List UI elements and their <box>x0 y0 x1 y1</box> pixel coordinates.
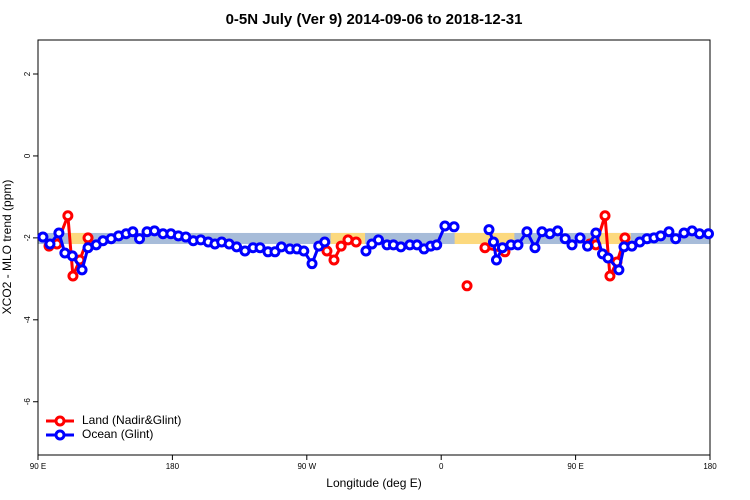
x-tick-label: 90 W <box>297 462 316 471</box>
data-point <box>626 240 638 252</box>
data-point <box>521 226 533 238</box>
data-point <box>335 240 347 252</box>
data-point <box>496 242 508 254</box>
land-band <box>454 232 515 245</box>
data-point <box>254 242 266 254</box>
data-point <box>231 241 243 253</box>
legend-marker <box>54 415 66 427</box>
data-point <box>275 241 287 253</box>
data-point <box>487 236 499 248</box>
data-point <box>483 224 495 236</box>
data-point <box>62 210 74 222</box>
data-point <box>360 245 372 257</box>
data-point <box>490 254 502 266</box>
y-tick-label: -6 <box>23 398 32 406</box>
data-point <box>321 245 333 257</box>
data-point <box>552 225 564 237</box>
data-point <box>670 233 682 245</box>
data-point <box>694 228 706 240</box>
plot-frame <box>37 39 711 456</box>
data-point <box>134 233 146 245</box>
x-tick-label: 90 E <box>567 462 583 471</box>
data-point <box>298 245 310 257</box>
data-point <box>602 252 614 264</box>
x-tick-label: 90 E <box>30 462 46 471</box>
data-point <box>479 242 491 254</box>
x-axis-label: Longitude (deg E) <box>326 476 421 490</box>
data-point <box>703 228 715 240</box>
data-point <box>306 258 318 270</box>
data-point <box>599 210 611 222</box>
data-point <box>439 220 451 232</box>
legend-label: Land (Nadir&Glint) <box>82 413 181 427</box>
land-band <box>69 232 91 245</box>
land-band <box>590 232 631 245</box>
y-tick-label: 0 <box>23 153 32 158</box>
data-point <box>590 227 602 239</box>
data-point <box>53 227 65 239</box>
data-point <box>461 280 473 292</box>
data-point <box>319 236 331 248</box>
data-point <box>559 233 571 245</box>
x-tick-label: 180 <box>703 462 717 471</box>
data-point <box>127 226 139 238</box>
data-point <box>395 241 407 253</box>
data-point <box>604 270 616 282</box>
data-point <box>328 254 340 266</box>
legend-marker <box>54 429 66 441</box>
y-tick-label: -2 <box>23 234 32 242</box>
data-point <box>372 234 384 246</box>
legend-label: Ocean (Glint) <box>82 427 153 441</box>
data-point <box>431 239 443 251</box>
data-point <box>44 238 56 250</box>
data-point <box>67 270 79 282</box>
data-point <box>82 232 94 244</box>
data-point <box>448 221 460 233</box>
data-point <box>76 264 88 276</box>
data-point <box>66 250 78 262</box>
data-point <box>582 240 594 252</box>
data-point <box>663 226 675 238</box>
data-point <box>148 225 160 237</box>
y-tick-label: -4 <box>23 316 32 324</box>
x-tick-label: 0 <box>439 462 444 471</box>
y-axis-label: XCO2 - MLO trend (ppm) <box>0 180 14 315</box>
data-point <box>574 232 586 244</box>
x-tick-label: 180 <box>166 462 180 471</box>
data-point <box>350 236 362 248</box>
data-point <box>566 239 578 251</box>
y-tick-label: 2 <box>23 71 32 76</box>
data-point <box>619 232 631 244</box>
data-point <box>37 231 49 243</box>
data-point <box>613 264 625 276</box>
data-point <box>512 239 524 251</box>
data-point <box>655 230 667 242</box>
data-point <box>529 242 541 254</box>
chart-title: 0-5N July (Ver 9) 2014-09-06 to 2018-12-… <box>226 11 523 28</box>
